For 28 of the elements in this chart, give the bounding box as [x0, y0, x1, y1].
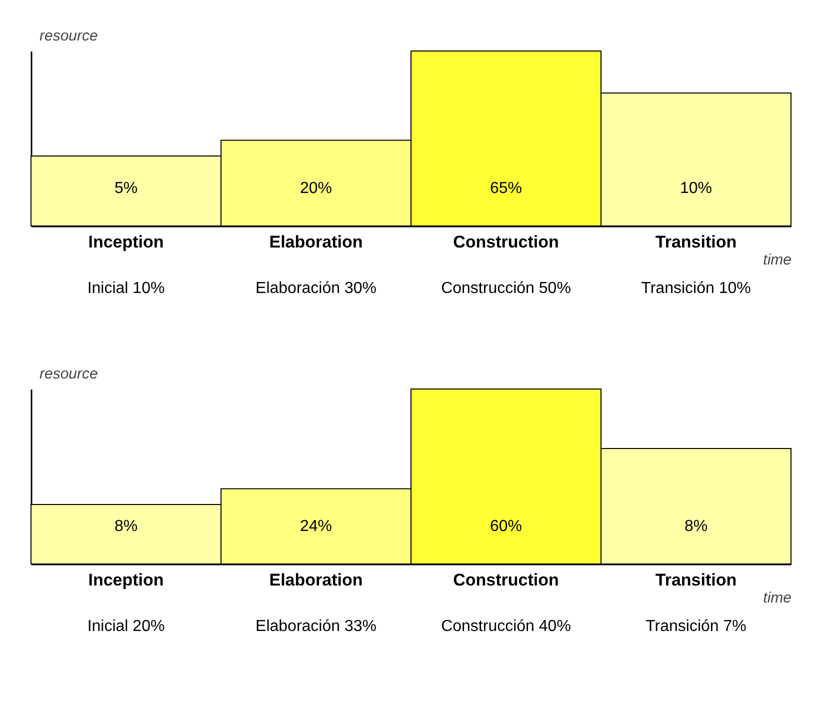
- annotation: 8%: [684, 518, 708, 535]
- x-tick-label: Inception: [88, 232, 164, 252]
- text: Inicial 20%: [87, 618, 165, 635]
- text: Inicial 10%: [87, 280, 165, 297]
- x-tick-label: Inception: [88, 570, 164, 590]
- text: Construcción 40%: [441, 618, 571, 635]
- text: Transición 10%: [641, 280, 751, 297]
- y-axis-title: resource: [40, 366, 98, 382]
- y-axis-title: resource: [40, 28, 98, 44]
- annotation: 5%: [114, 180, 138, 197]
- x-tick-label: Elaboration: [269, 570, 363, 590]
- annotation: 8%: [114, 518, 138, 535]
- x-tick-label: Transition: [655, 570, 737, 590]
- text: Elaboración 30%: [256, 280, 376, 297]
- text: Construcción 50%: [441, 280, 571, 297]
- x-axis-title: time: [763, 252, 792, 268]
- annotation: 20%: [300, 180, 332, 197]
- annotation: 65%: [490, 180, 522, 197]
- annotation: 10%: [680, 180, 712, 197]
- annotation: 24%: [300, 518, 332, 535]
- x-tick-label: Construction: [453, 570, 559, 590]
- x-tick-label: Construction: [453, 232, 559, 252]
- x-tick-label: Transition: [655, 232, 737, 252]
- text: Transición 7%: [646, 618, 746, 635]
- text: Elaboración 33%: [256, 618, 376, 635]
- x-axis-title: time: [763, 590, 792, 606]
- x-tick-label: Elaboration: [269, 232, 363, 252]
- annotation: 60%: [490, 518, 522, 535]
